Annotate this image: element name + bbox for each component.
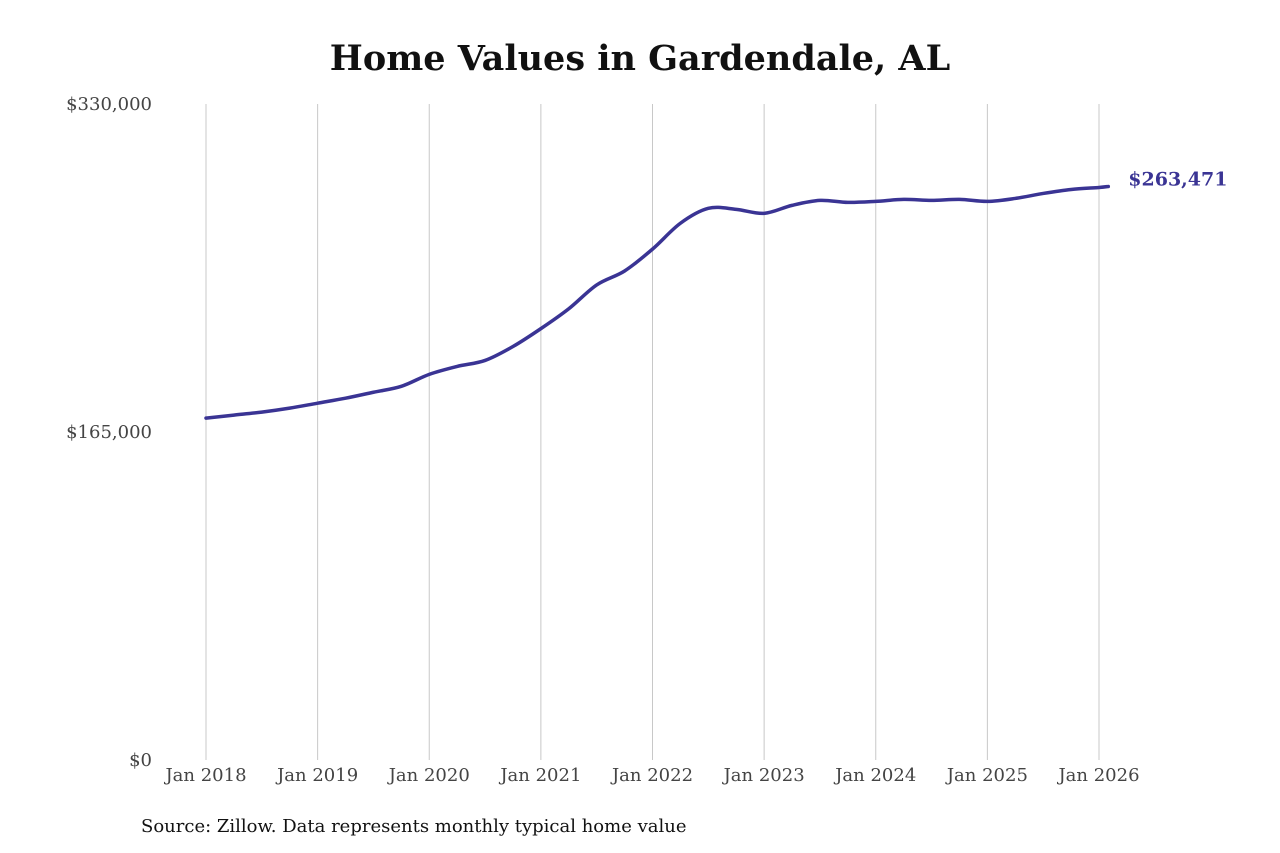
series-line [204, 184, 1111, 420]
x-tick-label: Jan 2025 [945, 765, 1028, 786]
x-tick-label: Jan 2019 [275, 765, 358, 786]
end-value-label: $263,471 [1128, 168, 1227, 190]
y-tick-label: $330,000 [66, 94, 152, 115]
x-tick-label: Jan 2020 [387, 765, 470, 786]
x-tick-label: Jan 2024 [833, 765, 916, 786]
x-tick-label: Jan 2018 [163, 765, 246, 786]
x-tick-label: Jan 2021 [498, 765, 581, 786]
source-note: Source: Zillow. Data represents monthly … [141, 816, 687, 837]
y-tick-label: $165,000 [66, 422, 152, 443]
chart-title: Home Values in Gardendale, AL [329, 38, 951, 79]
x-tick-label: Jan 2023 [722, 765, 805, 786]
x-tick-label: Jan 2022 [610, 765, 693, 786]
x-tick-label: Jan 2026 [1056, 765, 1139, 786]
y-tick-label: $0 [129, 750, 152, 771]
